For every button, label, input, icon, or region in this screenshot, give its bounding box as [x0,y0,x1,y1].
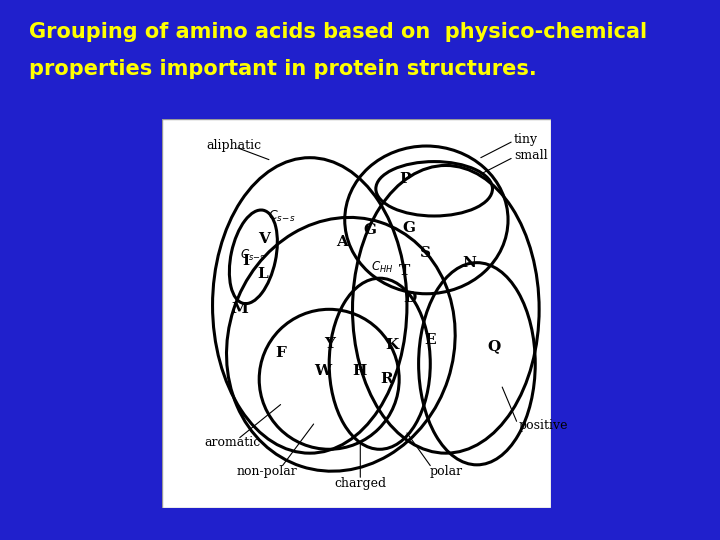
Text: W: W [314,364,331,378]
Text: H: H [352,364,366,378]
Text: Grouping of amino acids based on  physico-chemical: Grouping of amino acids based on physico… [29,22,647,42]
Text: S: S [420,246,431,260]
FancyBboxPatch shape [162,119,551,508]
Text: A: A [336,235,348,249]
Text: M: M [231,302,248,316]
Text: tiny: tiny [514,132,538,145]
Text: N: N [462,255,476,269]
Text: D: D [403,291,417,305]
Text: G: G [402,221,415,235]
Text: aliphatic: aliphatic [207,139,262,152]
Text: non-polar: non-polar [237,465,297,478]
Text: positive: positive [519,420,568,433]
Text: Y: Y [324,336,335,350]
Text: aromatic: aromatic [204,436,261,449]
Text: R: R [380,372,393,386]
Text: $\mathit{C}_{s\!-\!s}$: $\mathit{C}_{s\!-\!s}$ [268,209,295,224]
Text: Q: Q [487,339,501,353]
Text: properties important in protein structures.: properties important in protein structur… [29,59,536,79]
Text: T: T [400,264,410,278]
Text: F: F [275,346,286,360]
Text: small: small [514,149,547,162]
Text: V: V [258,232,270,246]
Text: polar: polar [429,465,462,478]
Text: $\mathit{C}_{s\!-\!s}$: $\mathit{C}_{s\!-\!s}$ [240,248,266,263]
Text: G: G [364,222,377,237]
Text: P: P [400,172,410,186]
Text: I: I [242,254,249,268]
Text: E: E [425,333,436,347]
Text: $\mathit{C}_{HH}$: $\mathit{C}_{HH}$ [372,260,394,275]
Text: charged: charged [334,477,387,490]
Text: K: K [385,338,399,352]
Text: L: L [257,267,268,281]
